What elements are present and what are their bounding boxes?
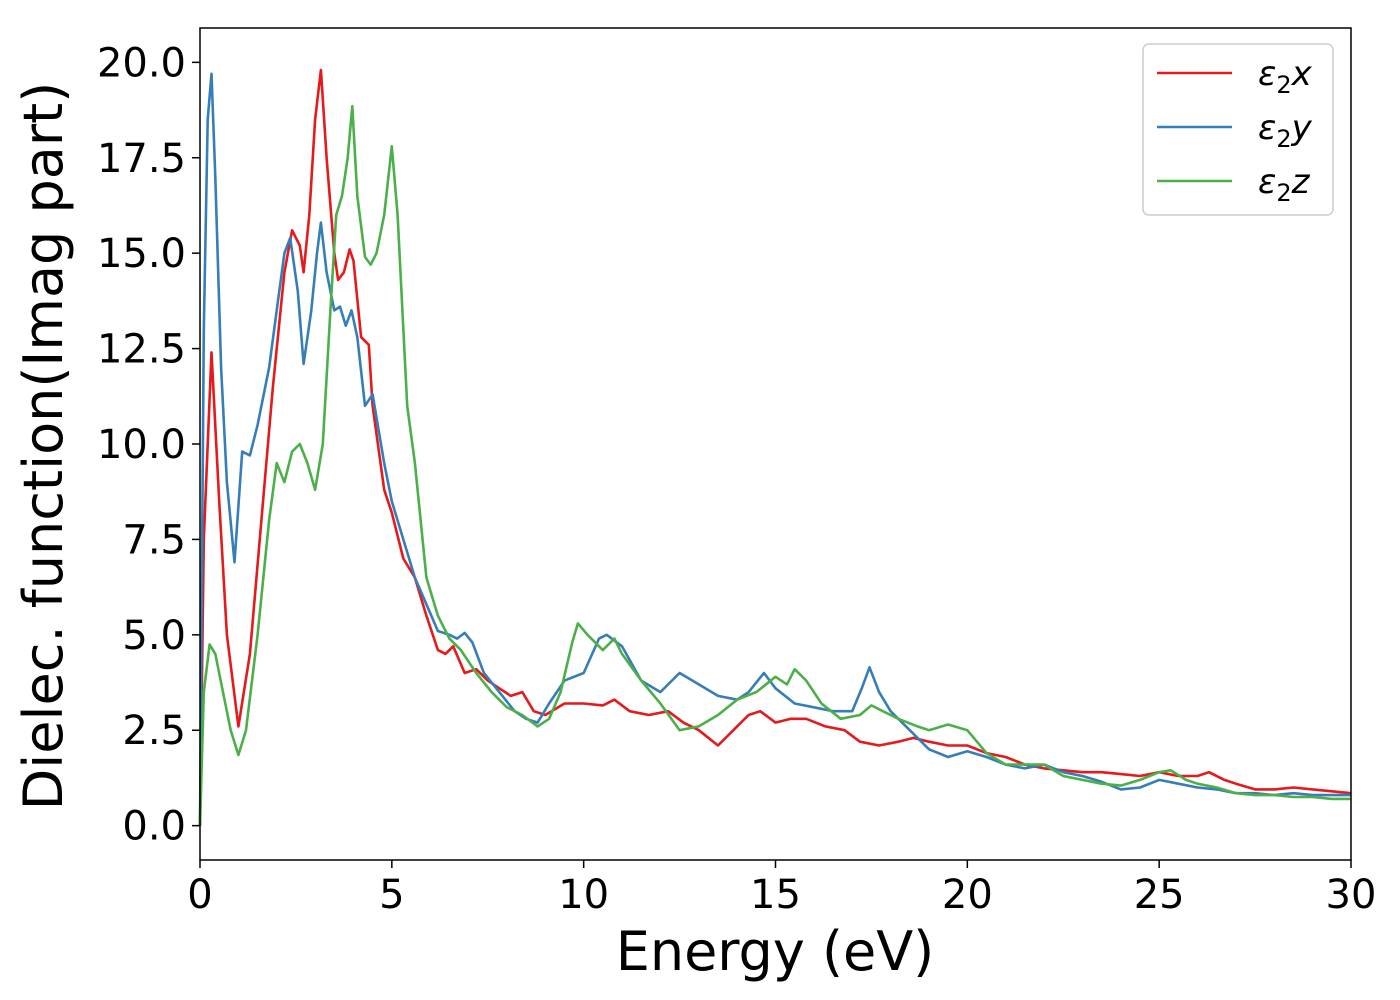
legend-label: ε2x	[1258, 54, 1313, 99]
legend-item-y: ε2y	[1157, 108, 1313, 153]
y-tick-label: 10.0	[97, 422, 186, 468]
x-tick-label: 25	[1134, 872, 1185, 918]
legend-label: ε2y	[1258, 108, 1313, 153]
x-axis-label: Energy (eV)	[616, 920, 935, 983]
legend: ε2x ε2y ε2z	[1142, 43, 1334, 216]
y-tick-label: 5.0	[122, 613, 186, 659]
legend-items: ε2x ε2y ε2z	[1157, 54, 1313, 207]
y-tick-label: 0.0	[122, 804, 186, 850]
series-line-z	[198, 104, 1351, 826]
y-tick-label: 17.5	[97, 136, 186, 182]
x-tick-label: 15	[750, 872, 801, 918]
y-tick-label: 7.5	[122, 517, 186, 563]
series-line-y	[198, 72, 1351, 826]
y-tick-label: 15.0	[97, 231, 186, 277]
y-axis: 0.0 2.5 5.0 7.5 10.0 12.5 15.0 17.5 20.0	[97, 40, 200, 850]
series-line-x	[198, 68, 1352, 826]
legend-label: ε2z	[1258, 162, 1311, 207]
x-tick-label: 10	[558, 872, 609, 918]
y-tick-label: 2.5	[122, 708, 186, 754]
x-tick-label: 0	[187, 872, 212, 918]
legend-box	[1142, 43, 1334, 216]
legend-item-x: ε2x	[1157, 54, 1313, 99]
y-tick-label: 12.5	[97, 327, 186, 373]
x-tick-label: 30	[1326, 872, 1377, 918]
legend-item-z: ε2z	[1157, 162, 1311, 207]
x-axis: 0 5 10 15 20 25 30	[187, 860, 1376, 918]
x-tick-label: 20	[942, 872, 993, 918]
y-tick-label: 20.0	[97, 40, 186, 86]
y-axis-label: Dielec. function(Imag part)	[12, 82, 75, 811]
plot-lines	[198, 68, 1352, 826]
x-tick-label: 5	[379, 872, 404, 918]
